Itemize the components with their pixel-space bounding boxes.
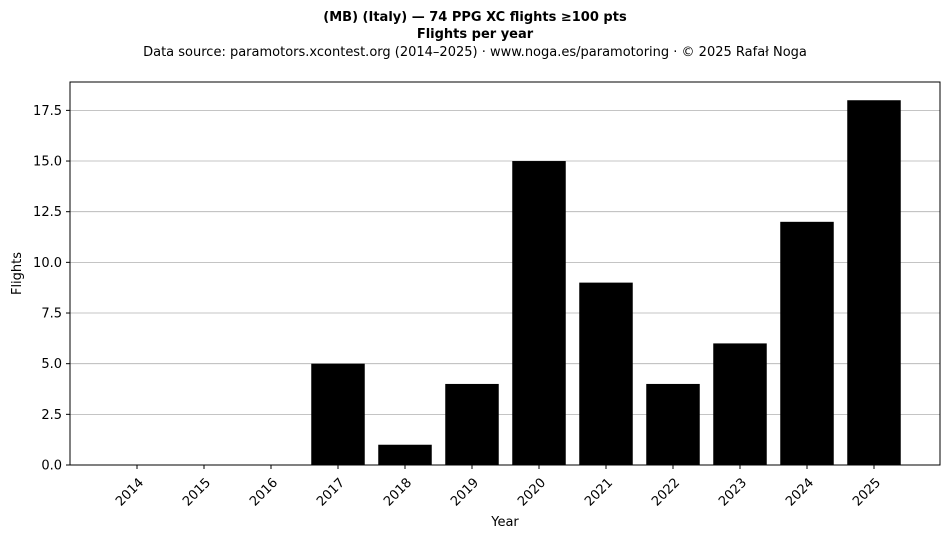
x-axis: 2014 2015 2016 2017 2018 2019 2020 2021 2022 2023…: [113, 465, 884, 509]
bar-2025: [847, 100, 901, 465]
y-axis-label: Flights: [10, 252, 25, 295]
plot-frame: [69, 81, 941, 466]
x-tick-label: 2023: [716, 475, 750, 509]
bar-2019: [445, 383, 499, 465]
bar-2023: [713, 343, 767, 465]
x-tick-label: 2017: [314, 475, 348, 509]
x-tick-label: 2016: [247, 475, 281, 509]
bars-layer: [311, 100, 901, 466]
x-tick-label: 2024: [783, 475, 817, 509]
bar-2020: [512, 161, 566, 466]
y-tick-label: 7.5: [41, 307, 62, 322]
x-axis-label: Year: [490, 515, 519, 530]
bar-2024: [780, 221, 834, 465]
y-tick-label: 17.5: [33, 104, 62, 119]
chart-subtitle: Flights per year: [417, 27, 534, 42]
bar-2018: [378, 444, 432, 465]
x-tick-label: 2014: [113, 475, 147, 509]
x-tick-label: 2018: [381, 475, 415, 509]
y-tick-label: 0.0: [41, 459, 62, 474]
x-tick-label: 2025: [850, 475, 884, 509]
x-tick-label: 2020: [515, 475, 549, 509]
bar-2017: [311, 363, 365, 465]
y-tick-label: 10.0: [33, 256, 62, 271]
y-tick-label: 2.5: [41, 408, 62, 423]
chart-title: (MB) (Italy) — 74 PPG XC flights ≥100 pt…: [323, 10, 627, 25]
x-tick-label: 2022: [649, 475, 683, 509]
x-tick-label: 2015: [180, 475, 214, 509]
y-tick-label: 5.0: [41, 357, 62, 372]
chart-source-line: Data source: paramotors.xcontest.org (20…: [143, 45, 807, 60]
x-tick-label: 2019: [448, 475, 482, 509]
grid-layer: [70, 109, 940, 466]
bar-2021: [579, 282, 633, 465]
y-axis: 0.0 2.5 5.0 7.5 10.0 12.5 15.0 17.5: [33, 104, 70, 474]
bar-2022: [646, 383, 700, 465]
x-tick-label: 2021: [582, 475, 616, 509]
y-tick-label: 12.5: [33, 205, 62, 220]
y-tick-label: 15.0: [33, 155, 62, 170]
